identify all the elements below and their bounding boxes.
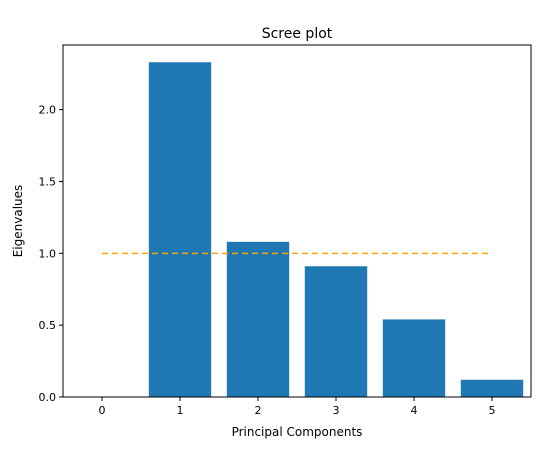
x-tick-label: 5 — [489, 404, 496, 417]
y-tick-label: 2.0 — [39, 104, 57, 117]
plot-area — [102, 62, 524, 398]
y-tick-label: 1.5 — [39, 175, 57, 188]
bar-pc-3 — [304, 266, 368, 397]
bar-pc-1 — [148, 62, 212, 398]
x-tick-label: 3 — [333, 404, 340, 417]
x-tick-label: 2 — [255, 404, 262, 417]
y-tick-label: 0.5 — [39, 319, 57, 332]
x-tick-label: 0 — [99, 404, 106, 417]
y-tick-label: 0.0 — [39, 391, 57, 404]
bar-pc-4 — [382, 319, 446, 397]
x-axis-label: Principal Components — [232, 425, 363, 439]
axes: 0 1 2 3 4 5 0.0 0.5 1.0 1.5 2.0 — [39, 104, 496, 417]
x-tick-label: 4 — [411, 404, 418, 417]
bar-pc-5 — [460, 379, 524, 397]
y-tick-label: 1.0 — [39, 247, 57, 260]
bar-pc-2 — [226, 241, 290, 397]
x-tick-label: 1 — [177, 404, 184, 417]
plot-frame — [62, 44, 532, 398]
chart-title: Scree plot — [262, 26, 333, 42]
y-axis-label: Eigenvalues — [11, 185, 25, 258]
